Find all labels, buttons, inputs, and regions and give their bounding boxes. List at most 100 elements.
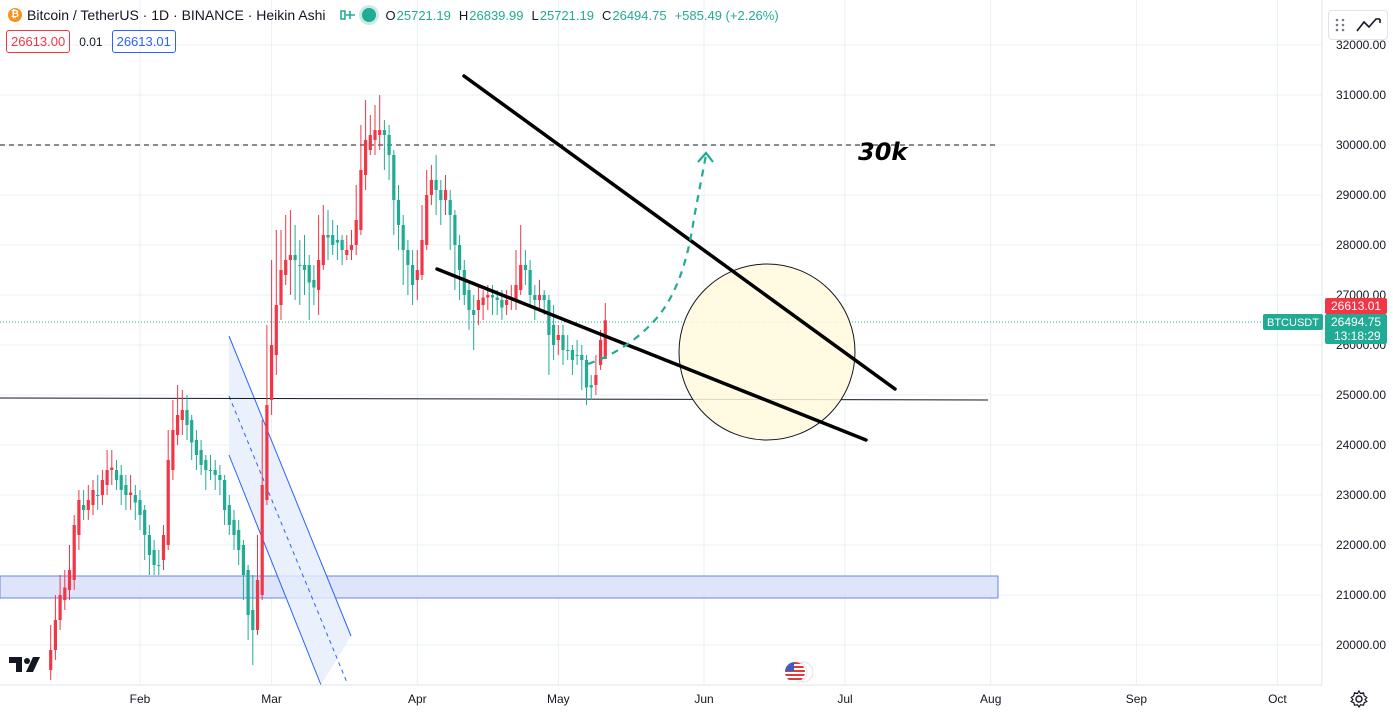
candle	[213, 460, 217, 490]
candle-body	[434, 180, 438, 190]
candle	[133, 485, 137, 520]
price-tick-label: 24000.00	[1336, 438, 1386, 452]
candle-body	[453, 215, 457, 245]
candle	[523, 250, 527, 285]
candle	[425, 170, 429, 250]
candle-body	[481, 297, 485, 305]
time-tick-label: Oct	[1268, 692, 1287, 706]
market-status-icon[interactable]	[361, 8, 376, 22]
candle	[472, 295, 476, 350]
candle-body	[599, 340, 603, 365]
candle	[161, 525, 166, 570]
candle	[190, 415, 194, 460]
symbol-title[interactable]: Bitcoin / TetherUS · 1D · BINANCE · Heik…	[27, 7, 326, 23]
candle	[505, 290, 509, 315]
candle-body	[96, 495, 100, 496]
settings-gear-icon[interactable]	[1350, 690, 1368, 708]
candle-body	[382, 130, 386, 135]
candle	[86, 485, 90, 520]
candle	[359, 125, 363, 235]
candle	[349, 230, 354, 260]
candle-body	[561, 335, 565, 350]
candle-body	[293, 255, 297, 260]
chart-header: ₿ Bitcoin / TetherUS · 1D · BINANCE · He…	[8, 5, 779, 25]
candle-body	[213, 470, 217, 475]
level-30k-label: 30k	[858, 138, 909, 166]
candle-body	[439, 190, 443, 200]
candle	[312, 265, 316, 305]
candle-body	[119, 475, 123, 490]
candle	[584, 355, 589, 405]
falling-channel	[228, 335, 352, 686]
candle	[246, 565, 250, 640]
candle-body	[133, 495, 137, 503]
candle	[143, 505, 147, 560]
candle	[364, 100, 368, 190]
candle	[307, 255, 311, 320]
candle	[401, 215, 405, 285]
candle-body	[147, 535, 151, 555]
candle	[152, 540, 156, 575]
candle-body	[458, 245, 462, 270]
candle	[368, 115, 372, 155]
candle-body	[237, 530, 241, 550]
chart-tools-button[interactable]	[1328, 10, 1388, 40]
candle	[157, 550, 161, 575]
us-flag-event-icon[interactable]	[784, 661, 814, 683]
candle	[147, 525, 151, 575]
candle-body	[448, 200, 452, 215]
candle	[72, 515, 76, 590]
projection-arrowhead	[697, 151, 714, 163]
candle	[49, 625, 53, 680]
candle-body	[425, 195, 429, 245]
time-tick-label: Jun	[694, 692, 713, 706]
candle-body	[378, 130, 382, 135]
candle-body	[274, 305, 278, 355]
candle-body	[227, 505, 231, 525]
candle	[443, 175, 448, 215]
price-tick-label: 22000.00	[1336, 538, 1386, 552]
candle-body	[241, 545, 245, 575]
candle	[293, 225, 297, 300]
candle	[378, 95, 382, 150]
candle	[599, 330, 603, 370]
candle-body	[359, 170, 363, 230]
high-value: 26839.99	[469, 7, 524, 23]
candle	[284, 215, 288, 285]
trend-icon	[1356, 18, 1381, 32]
candle	[251, 575, 255, 665]
candle-body	[401, 225, 405, 250]
candle	[58, 575, 62, 630]
candle-body	[194, 440, 198, 455]
candle-body	[580, 355, 584, 360]
countdown-tag: 13:18:29	[1334, 329, 1381, 343]
candle-body	[570, 350, 574, 360]
candle	[528, 260, 532, 305]
candle	[570, 345, 574, 375]
buy-price-button[interactable]: 26613.01	[111, 30, 176, 53]
candle-body	[152, 550, 156, 565]
open-key: O	[385, 7, 396, 23]
sell-price-button[interactable]: 26613.00	[6, 30, 71, 53]
candle-body	[349, 245, 354, 250]
candle-body	[368, 135, 372, 150]
candle-body	[392, 155, 396, 200]
candle-body	[519, 265, 523, 290]
eye-icon[interactable]	[339, 8, 356, 22]
candle	[114, 460, 119, 490]
candle	[227, 495, 231, 535]
candle	[335, 225, 339, 260]
candle-body	[490, 295, 495, 298]
high-key: H	[458, 7, 469, 23]
candle-body	[443, 190, 448, 200]
price-tick-label: 25000.00	[1336, 388, 1386, 402]
candle	[420, 205, 424, 280]
candle-body	[49, 650, 53, 670]
candle-body	[575, 355, 579, 356]
wedge-lower-line	[435, 267, 868, 442]
candle-body	[594, 375, 598, 385]
candle-body	[105, 470, 109, 485]
candle	[67, 545, 72, 600]
candle	[110, 450, 114, 485]
